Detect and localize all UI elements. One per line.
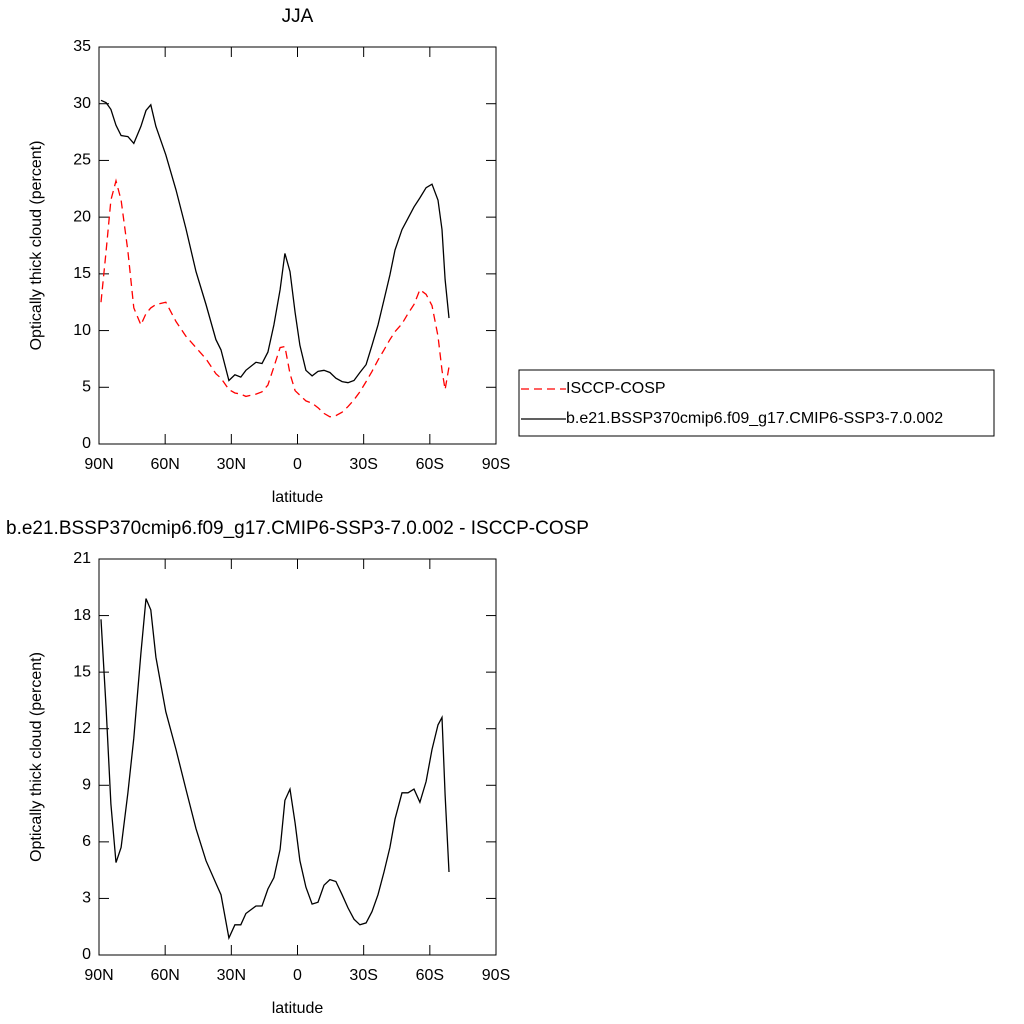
x-tick-label: 90S <box>482 456 510 473</box>
chart-title: b.e21.BSSP370cmip6.f09_g17.CMIP6-SSP3-7.… <box>6 518 589 539</box>
y-tick-label: 21 <box>73 550 91 567</box>
y-tick-label: 15 <box>73 265 91 282</box>
y-tick-label: 0 <box>82 946 91 963</box>
legend-box <box>518 369 995 437</box>
y-tick-label: 0 <box>82 435 91 452</box>
plot-frame <box>98 46 497 445</box>
x-axis-label: latitude <box>272 1000 324 1017</box>
x-tick-label: 30N <box>217 456 246 473</box>
x-tick-label: 60N <box>150 967 179 984</box>
x-tick-label: 60N <box>150 456 179 473</box>
chart-title: JJA <box>282 6 314 27</box>
data-line <box>100 598 450 941</box>
x-tick-label: 60S <box>416 967 444 984</box>
y-tick-label: 35 <box>73 38 91 55</box>
x-tick-label: 90N <box>84 456 113 473</box>
y-tick-label: 6 <box>82 833 91 850</box>
y-tick-label: 3 <box>82 890 91 907</box>
y-axis-label: Optically thick cloud (percent) <box>28 141 45 351</box>
x-tick-label: 90S <box>482 967 510 984</box>
x-tick-label: 0 <box>293 456 302 473</box>
y-tick-label: 18 <box>73 607 91 624</box>
data-line <box>100 178 450 418</box>
y-tick-label: 15 <box>73 663 91 680</box>
y-tick-label: 10 <box>73 322 91 339</box>
legend-label: ISCCP-COSP <box>566 380 666 397</box>
x-tick-label: 30S <box>349 967 377 984</box>
x-tick-label: 90N <box>84 967 113 984</box>
x-axis-label: latitude <box>272 489 324 506</box>
data-line <box>100 99 450 384</box>
y-tick-label: 20 <box>73 208 91 225</box>
x-tick-label: 30N <box>217 967 246 984</box>
y-tick-label: 25 <box>73 152 91 169</box>
y-tick-label: 5 <box>82 379 91 396</box>
y-tick-label: 9 <box>82 777 91 794</box>
plot-frame <box>98 558 497 956</box>
x-tick-label: 0 <box>293 967 302 984</box>
legend-label: b.e21.BSSP370cmip6.f09_g17.CMIP6-SSP3-7.… <box>566 410 943 427</box>
x-tick-label: 60S <box>416 456 444 473</box>
y-tick-label: 30 <box>73 95 91 112</box>
y-axis-label: Optically thick cloud (percent) <box>28 652 45 862</box>
y-tick-label: 12 <box>73 720 91 737</box>
x-tick-label: 30S <box>349 456 377 473</box>
